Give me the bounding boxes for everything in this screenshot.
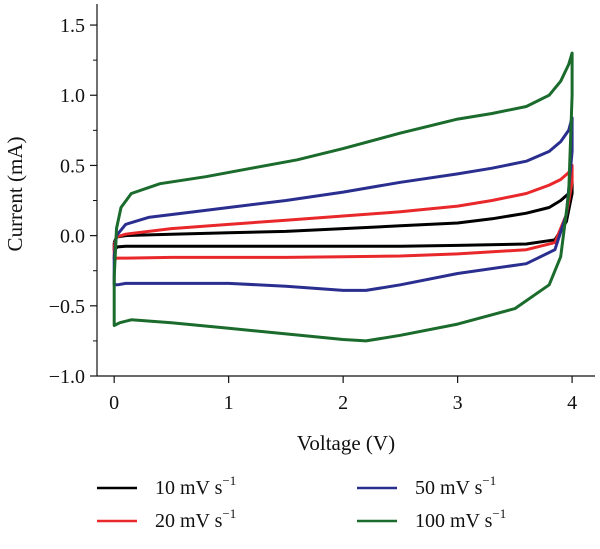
legend-label-4: 100 mV s−1 — [415, 506, 506, 532]
x-tick-label: 2 — [338, 392, 348, 414]
y-tick-label: 0.5 — [60, 155, 85, 177]
y-axis-title: Current (mA) — [3, 137, 27, 252]
series-line-3 — [112, 116, 574, 292]
y-tick-label: 1.5 — [60, 15, 85, 37]
x-tick-label: 4 — [567, 392, 577, 414]
x-tick-label: 0 — [109, 392, 119, 414]
y-tick-label: 0.0 — [60, 226, 85, 248]
legend: 10 mV s−1 20 mV s−1 50 mV s−1 100 mV s−1 — [97, 473, 506, 532]
legend-label-3: 50 mV s−1 — [415, 473, 496, 499]
y-tick-label: 1.0 — [60, 85, 85, 107]
plot-area — [112, 51, 574, 343]
x-tick-label: 3 — [453, 392, 463, 414]
y-tick-label: −1.0 — [49, 366, 85, 388]
legend-label-1: 10 mV s−1 — [155, 473, 236, 499]
y-tick-label: −0.5 — [49, 296, 85, 318]
legend-label-2: 20 mV s−1 — [155, 506, 236, 532]
x-axis-title: Voltage (V) — [297, 431, 395, 455]
x-tick-label: 1 — [224, 392, 234, 414]
axes: 0 1 2 3 4 −1.0 −0.5 0.0 0.5 1.0 1.5 — [49, 4, 595, 414]
series-line-4 — [112, 51, 574, 343]
